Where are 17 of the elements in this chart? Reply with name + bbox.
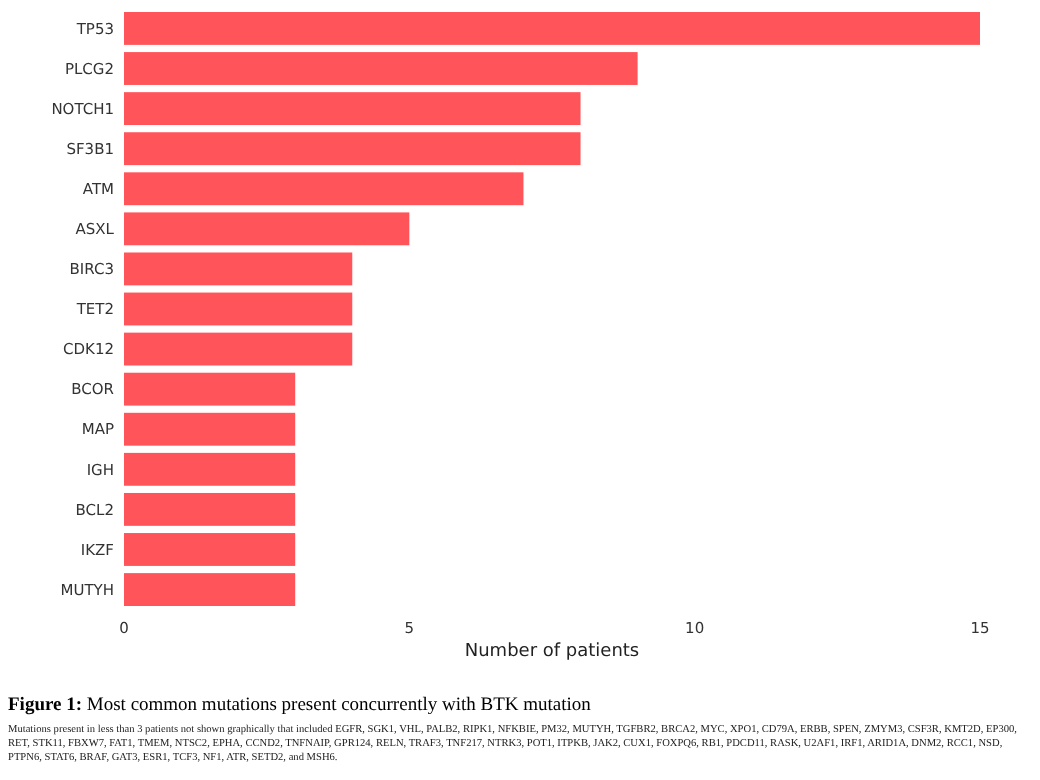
bar (124, 452, 296, 486)
bar (124, 92, 581, 126)
bar (124, 212, 410, 246)
bar (124, 292, 353, 326)
x-axis-title: Number of patients (464, 642, 640, 662)
text: Figure 1: Most common mutations present concurrently with BTK mutation (8, 696, 592, 716)
bar (124, 533, 296, 566)
bar (124, 492, 296, 526)
bar (124, 12, 980, 45)
bar (124, 332, 353, 366)
bar (124, 172, 524, 206)
bar (124, 573, 296, 606)
bar (124, 372, 296, 406)
bar (124, 412, 296, 446)
bar (124, 252, 353, 286)
bar (124, 132, 581, 166)
bar (124, 52, 638, 85)
